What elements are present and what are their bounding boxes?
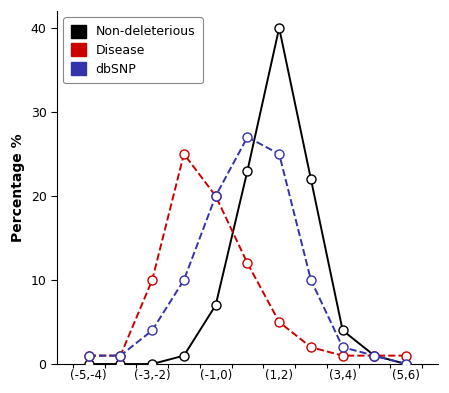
- Legend: Non-deleterious, Disease, dbSNP: Non-deleterious, Disease, dbSNP: [63, 17, 203, 83]
- Y-axis label: Percentage %: Percentage %: [11, 133, 25, 242]
